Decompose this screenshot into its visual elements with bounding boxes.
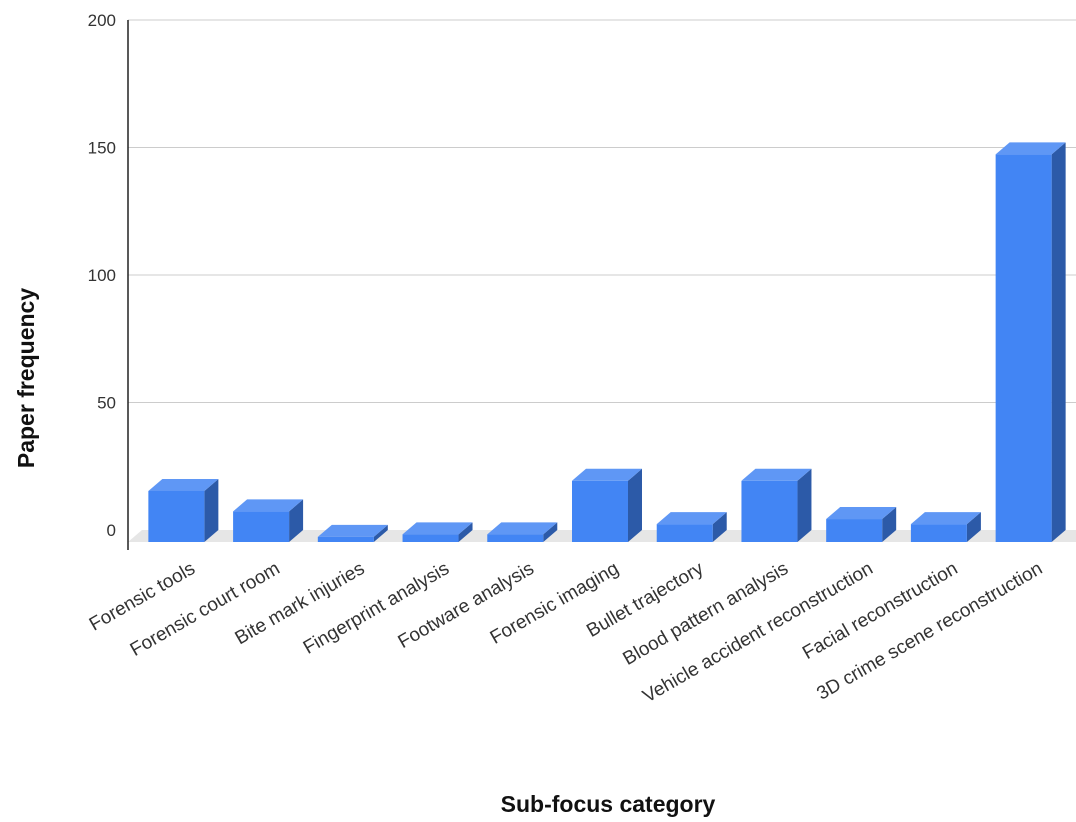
bar-side [882,507,897,542]
bar-top [572,468,642,481]
bar-front [487,534,544,542]
bar-top [148,479,219,491]
bar [826,507,897,542]
bar-side [289,499,304,542]
bar [656,512,727,542]
y-tick-label: 0 [107,521,116,540]
bar [402,522,473,542]
bar-top [487,522,558,535]
bar [487,522,558,542]
grid-layer [128,19,1076,403]
y-axis-title: Paper frequency [13,288,39,468]
y-tick-label: 100 [88,266,116,285]
bar-side [628,468,642,542]
bar-front [656,524,713,542]
bar [741,468,812,542]
bar-top [317,524,388,537]
bar-top [233,499,304,512]
bar [233,499,304,542]
y-tick-label: 150 [88,139,116,158]
bar-front [826,519,883,542]
bar [148,479,219,542]
bars-layer [148,142,1066,542]
y-tick-labels: 0 50 100 150 200 [88,11,116,540]
bar-front [402,534,459,542]
bar-side [966,512,981,542]
bar-front [995,154,1052,542]
bar-top [910,512,981,525]
bar-front [572,480,628,542]
bar-front [148,491,205,542]
bar-side [797,468,812,542]
y-tick-label: 50 [97,394,116,413]
bar-front [317,536,374,542]
bar-side [1051,142,1066,542]
bar [317,524,388,542]
bar [995,142,1066,542]
bar-top [402,522,473,535]
bar-side [373,524,388,542]
bar-top [826,507,897,520]
bar [910,512,981,542]
bar-top [741,468,812,481]
bar-side [712,512,727,542]
x-category-label: Forensic court room [127,558,284,661]
x-axis-title: Sub-focus category [501,791,716,817]
bar-side [458,522,473,542]
x-category-label: Fingerprint analysis [300,558,453,659]
bar-top [656,512,727,525]
bar-front [233,511,290,542]
bar-side [204,479,219,542]
bar-front [910,524,967,542]
bar-side [543,522,558,542]
y-tick-label: 200 [88,11,116,30]
bar-top [995,142,1066,155]
bar-front [741,480,798,542]
bar [572,468,642,542]
